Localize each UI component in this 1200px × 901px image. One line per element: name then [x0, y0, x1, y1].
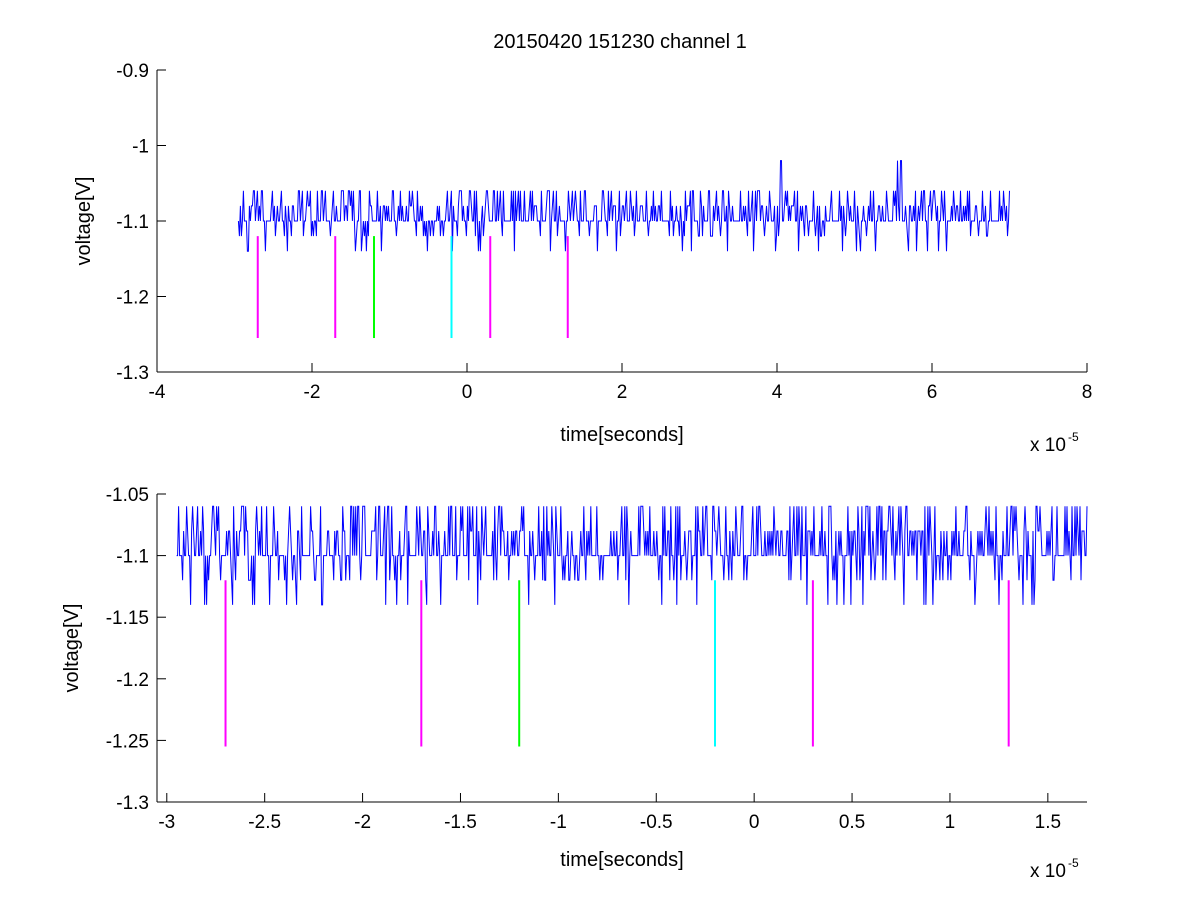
y-tick-label: -1.15 [106, 608, 149, 629]
x-exponent: -5 [1068, 430, 1079, 444]
signal-trace [176, 505, 1088, 606]
x-tick-label: -1.5 [444, 812, 477, 833]
x-tick-label: 0.5 [839, 812, 865, 833]
y-axis-label: voltage[V] [73, 177, 95, 266]
y-tick-label: -1.1 [116, 212, 149, 233]
x-tick-label: 4 [772, 382, 783, 403]
x-tick-label: 8 [1082, 382, 1093, 403]
x-tick-label: 6 [927, 382, 938, 403]
y-axis-label: voltage[V] [61, 604, 83, 693]
x-tick-label: 0 [462, 382, 473, 403]
y-tick-label: -1.2 [116, 288, 149, 309]
x-tick-label: -3 [158, 812, 175, 833]
x-tick-label: -4 [149, 382, 166, 403]
x-multiplier: x 10 [1030, 861, 1066, 882]
y-tick-label: -1.3 [116, 363, 149, 384]
x-tick-label: 0 [749, 812, 760, 833]
y-tick-label: -1.1 [116, 547, 149, 568]
figure-title: 20150420 151230 channel 1 [493, 31, 747, 53]
y-tick-label: -1.25 [106, 731, 149, 752]
x-tick-label: 1.5 [1035, 812, 1061, 833]
bottom-plot: -3 -2.5 -2 -1.5 -1 -0.5 0 0.5 1 1.5 -1.3 -1.25 -1.2 -… [61, 485, 1088, 882]
x-axis-label: time[seconds] [560, 849, 683, 871]
x-tick-label: 1 [945, 812, 956, 833]
signal-trace [237, 160, 1010, 252]
x-tick-label: -1 [550, 812, 567, 833]
top-plot: -4 -2 0 2 4 6 8 -1.3 -1.2 -1.1 -1 -0.9 time[seconds]… [73, 61, 1092, 456]
x-tick-label: -2 [354, 812, 371, 833]
x-exponent: -5 [1068, 856, 1079, 870]
x-axis-label: time[seconds] [560, 424, 683, 446]
y-tick-label: -0.9 [116, 61, 149, 82]
x-tick-label: -2.5 [248, 812, 281, 833]
x-tick-label: -2 [304, 382, 321, 403]
y-tick-label: -1.3 [116, 793, 149, 814]
x-multiplier: x 10 [1030, 435, 1066, 456]
y-tick-label: -1.2 [116, 670, 149, 691]
x-tick-label: -0.5 [640, 812, 673, 833]
x-tick-label: 2 [617, 382, 628, 403]
y-tick-label: -1 [132, 137, 149, 158]
y-tick-label: -1.05 [106, 485, 149, 506]
